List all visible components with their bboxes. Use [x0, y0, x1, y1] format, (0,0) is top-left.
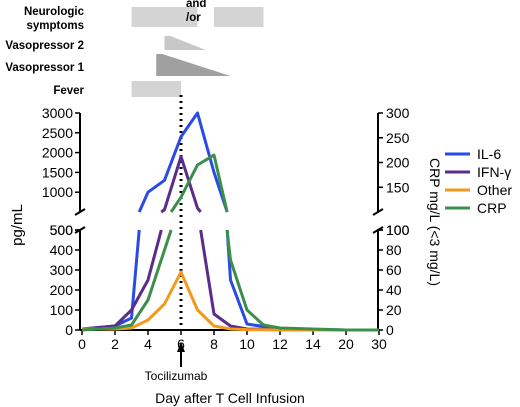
axis-break-mark — [372, 208, 384, 216]
symptom-row-label: Vasopressor 2 — [5, 40, 84, 52]
x-tick-label: 8 — [210, 336, 218, 352]
symptom-row-label: Fever — [53, 85, 84, 97]
x-axis-label: Day after T Cell Infusion — [155, 390, 305, 406]
x-tick-label: 30 — [371, 336, 387, 352]
series-line-3 — [81, 153, 379, 332]
legend-label: Other — [477, 182, 512, 198]
y-tick-label-left-upper: 1000 — [42, 184, 73, 200]
x-tick-label: 14 — [305, 336, 321, 352]
symptom-annotation: and — [186, 0, 206, 10]
y-axis-label-left: pg/mL — [9, 204, 26, 246]
y-tick-label-right-upper: 150 — [386, 179, 410, 195]
y-tick-label-left-lower: 100 — [50, 302, 74, 318]
y-tick-label-left-lower: 400 — [50, 242, 74, 258]
y-tick-label-left-upper: 1500 — [42, 164, 73, 180]
y-tick-label-right-lower: 40 — [386, 282, 402, 298]
y-tick-label-right-lower: 60 — [386, 262, 402, 278]
legend: IL-6 IFN-γ Other CRP — [445, 146, 512, 216]
y-tick-label-left-lower: 200 — [50, 282, 74, 298]
symptom-period-taper — [164, 36, 206, 50]
x-tick-label: 12 — [272, 336, 288, 352]
symptom-period-taper — [156, 54, 231, 76]
y-tick-label-right-upper: 300 — [386, 105, 410, 121]
y-tick-label-left-lower: 500 — [50, 222, 74, 238]
event-label: Tocilizumab — [145, 369, 208, 383]
y-tick-label-right-lower: 0 — [386, 322, 394, 338]
symptom-timeline: Neurologic symptoms and/or Vasopressor 2 Vas… — [5, 0, 264, 97]
legend-label: CRP — [477, 200, 507, 216]
symptom-row-label: symptoms — [26, 20, 84, 32]
x-tick-label: 2 — [111, 336, 119, 352]
y-tick-label-right-lower: 80 — [386, 242, 402, 258]
y-tick-label-left-upper: 2000 — [42, 145, 73, 161]
series-line-2 — [82, 270, 379, 332]
legend-label: IFN-γ — [477, 164, 511, 180]
symptom-period-bar — [131, 81, 181, 97]
y-tick-label-right-upper: 200 — [386, 155, 410, 171]
series-line-1 — [81, 155, 379, 332]
y-tick-label-right-lower: 100 — [386, 222, 410, 238]
x-tick-label: 0 — [78, 336, 86, 352]
y-tick-label-left-upper: 500 — [50, 222, 74, 238]
symptom-annotation: /or — [186, 12, 201, 24]
axis-break-mark — [74, 208, 86, 216]
symptom-period-bar — [131, 7, 198, 27]
y-tick-label-left-upper: 2500 — [42, 125, 73, 141]
symptom-row-label: Neurologic — [24, 6, 85, 18]
y-tick-label-right-upper: 250 — [386, 130, 410, 146]
y-axis-label-right: CRP mg/L (<3 mg/L) — [427, 158, 443, 286]
x-tick-label: 10 — [239, 336, 255, 352]
y-tick-label-left-lower: 300 — [50, 262, 74, 278]
series-lines — [81, 111, 379, 332]
y-tick-label-left-upper: 3000 — [42, 105, 73, 121]
x-tick-label: 20 — [338, 336, 354, 352]
symptom-period-bar — [214, 7, 264, 27]
event-arrow-head — [177, 342, 185, 352]
y-tick-label-right-upper: 100 — [386, 222, 410, 238]
symptom-row-label: Vasopressor 1 — [5, 62, 84, 74]
series-line-0 — [81, 111, 379, 332]
x-tick-label: 4 — [144, 336, 152, 352]
legend-label: IL-6 — [477, 146, 501, 162]
y-tick-label-right-lower: 20 — [386, 302, 402, 318]
y-tick-label-left-lower: 0 — [65, 322, 73, 338]
